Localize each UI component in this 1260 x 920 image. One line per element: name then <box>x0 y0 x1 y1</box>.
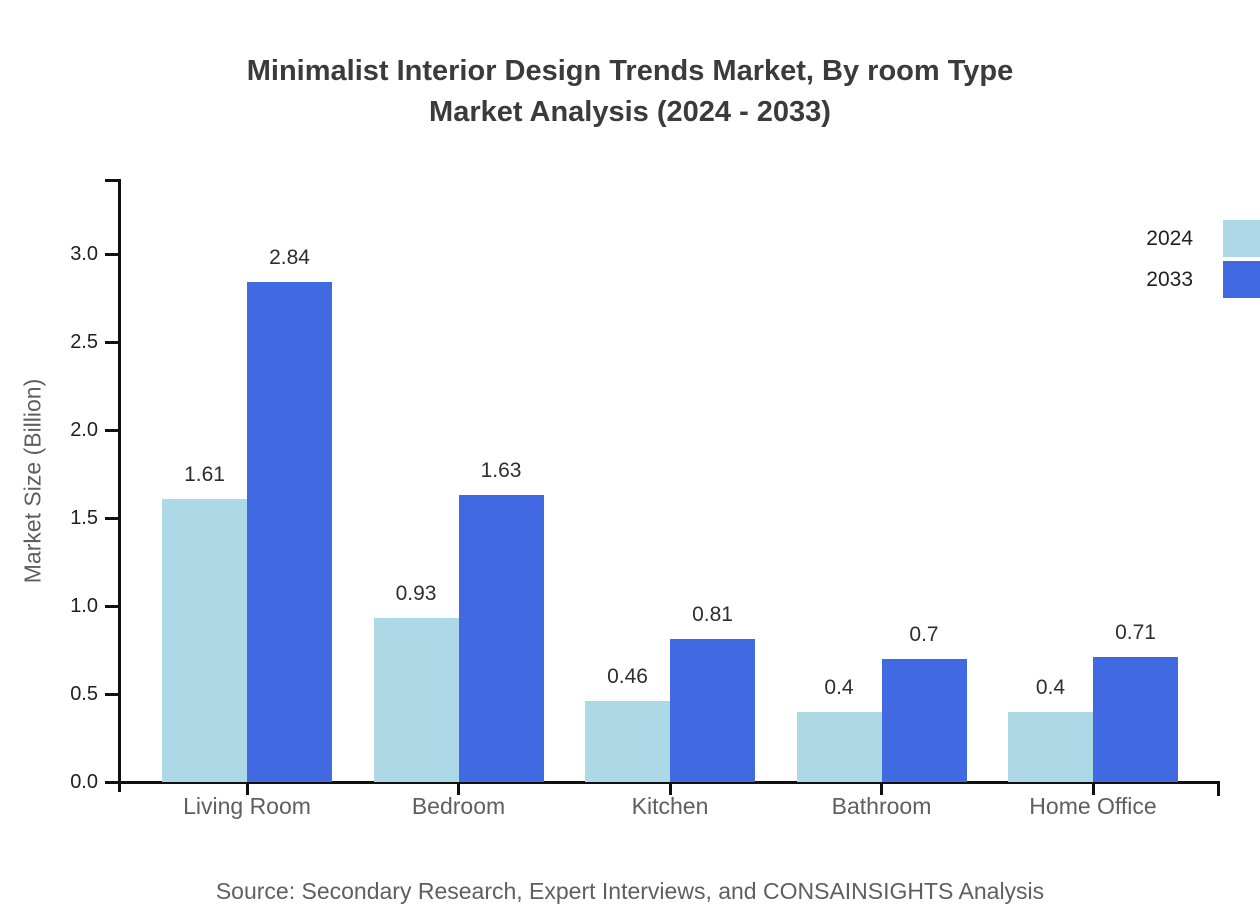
y-axis-tick <box>105 516 118 520</box>
y-axis-tick-label: 0.0 <box>70 771 98 793</box>
legend-item-2033: 2033 <box>1146 259 1260 300</box>
y-axis-tick <box>105 252 118 256</box>
y-axis-title: Market Size (Billion) <box>19 378 46 584</box>
x-axis-tick <box>245 782 249 795</box>
x-axis-end-cap <box>1217 781 1220 796</box>
x-axis-category-label-living-room: Living Room <box>183 793 311 819</box>
bar-value-label-2033-kitchen: 0.81 <box>692 603 733 627</box>
y-axis-tick-label: 0.5 <box>70 683 98 705</box>
bar-2024-living-room <box>162 498 247 782</box>
y-axis-tick-label: 1.5 <box>70 507 98 529</box>
y-axis-tick <box>105 340 118 344</box>
y-axis-line <box>118 180 121 792</box>
y-axis-tick-label: 1.0 <box>70 595 98 617</box>
legend-swatch-2033-icon <box>1223 261 1260 298</box>
bar-value-label-2033-bathroom: 0.7 <box>909 622 939 646</box>
y-axis-tick <box>105 692 118 696</box>
legend-label-2024: 2024 <box>1146 226 1193 250</box>
legend-item-2024: 2024 <box>1146 218 1260 259</box>
legend-label-2033: 2033 <box>1146 267 1193 291</box>
bar-2024-home-office <box>1008 711 1093 782</box>
x-axis-tick <box>668 782 672 795</box>
x-axis-tick <box>457 782 460 795</box>
x-axis-category-label-home-office: Home Office <box>1029 793 1157 819</box>
bar-2033-living-room <box>247 282 332 782</box>
x-axis-category-label-bathroom: Bathroom <box>831 793 932 819</box>
bar-value-label-2024-bedroom: 0.93 <box>395 582 437 606</box>
bar-value-label-2033-bedroom: 1.63 <box>480 459 522 483</box>
bar-value-label-2033-home-office: 0.71 <box>1115 621 1156 645</box>
legend-swatch-2024-icon <box>1223 220 1260 257</box>
x-axis-category-label-bedroom: Bedroom <box>411 793 506 819</box>
bar-2024-kitchen <box>585 701 670 782</box>
y-axis-tick-label: 2.0 <box>70 419 98 441</box>
y-axis-end-cap <box>105 179 121 182</box>
y-axis-tick-label: 2.5 <box>70 331 98 353</box>
legend: 2024 2033 <box>1146 218 1260 300</box>
bar-value-label-2024-living-room: 1.61 <box>184 462 225 486</box>
chart-title-line1: Minimalist Interior Design Trends Market… <box>246 55 1014 87</box>
y-axis-tick-label: 3.0 <box>70 243 98 265</box>
bar-2033-home-office <box>1093 657 1178 782</box>
bar-value-label-2033-living-room: 2.84 <box>269 246 310 270</box>
chart-title-line2: Market Analysis (2024 - 2033) <box>429 96 831 128</box>
x-axis-tick <box>1091 782 1095 795</box>
bar-value-label-2024-bathroom: 0.4 <box>824 675 854 699</box>
y-axis-tick <box>105 780 118 784</box>
bar-2033-bathroom <box>881 658 967 782</box>
bar-2033-bedroom <box>458 495 544 782</box>
x-axis-tick <box>880 782 883 795</box>
bar-value-label-2024-kitchen: 0.46 <box>607 665 648 689</box>
x-axis-category-label-kitchen: Kitchen <box>631 793 709 819</box>
y-axis-tick <box>105 604 118 608</box>
bar-value-label-2024-home-office: 0.4 <box>1035 675 1066 699</box>
bar-2024-bedroom <box>373 618 459 782</box>
y-axis-tick <box>105 428 118 432</box>
bar-2033-kitchen <box>670 639 755 782</box>
source-note: Source: Secondary Research, Expert Inter… <box>215 878 1045 904</box>
bar-2024-bathroom <box>796 711 882 782</box>
chart-title: Minimalist Interior Design Trends Market… <box>0 51 1260 133</box>
